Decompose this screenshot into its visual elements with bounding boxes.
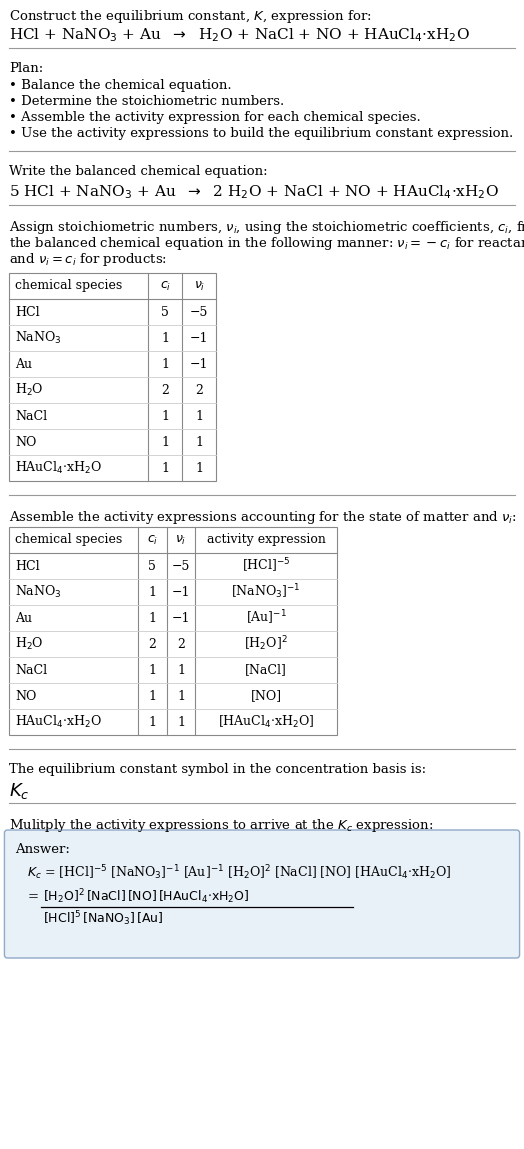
Text: H$_2$O: H$_2$O xyxy=(15,381,44,398)
Text: chemical species: chemical species xyxy=(15,279,123,293)
Text: the balanced chemical equation in the following manner: $\nu_i = -c_i$ for react: the balanced chemical equation in the fo… xyxy=(9,236,524,252)
Text: [HAuCl$_4$$\cdot$xH$_2$O]: [HAuCl$_4$$\cdot$xH$_2$O] xyxy=(218,714,314,730)
Text: −5: −5 xyxy=(172,560,190,572)
Text: 1: 1 xyxy=(161,435,169,448)
Text: 5: 5 xyxy=(148,560,156,572)
Text: −1: −1 xyxy=(172,586,190,599)
Text: Mulitply the activity expressions to arrive at the $K_c$ expression:: Mulitply the activity expressions to arr… xyxy=(9,817,434,834)
Text: 1: 1 xyxy=(161,357,169,370)
Text: [NaCl]: [NaCl] xyxy=(245,663,287,677)
Text: $\nu_i$: $\nu_i$ xyxy=(194,279,205,293)
Text: NaCl: NaCl xyxy=(15,663,48,677)
Text: HCl: HCl xyxy=(15,306,40,318)
Text: $c_i$: $c_i$ xyxy=(160,279,171,293)
Text: 5 HCl + NaNO$_3$ + Au  $\rightarrow$  2 H$_2$O + NaCl + NO + HAuCl$_4$$\cdot$xH$: 5 HCl + NaNO$_3$ + Au $\rightarrow$ 2 H$… xyxy=(9,183,499,201)
Text: • Assemble the activity expression for each chemical species.: • Assemble the activity expression for e… xyxy=(9,111,421,124)
Text: −1: −1 xyxy=(190,357,209,370)
Text: 1: 1 xyxy=(161,409,169,423)
Text: $\nu_i$: $\nu_i$ xyxy=(176,533,187,547)
Text: 1: 1 xyxy=(195,462,203,475)
Text: Assemble the activity expressions accounting for the state of matter and $\nu_i$: Assemble the activity expressions accoun… xyxy=(9,509,517,526)
Text: [H$_2$O]$^2$: [H$_2$O]$^2$ xyxy=(244,634,288,654)
Text: 1: 1 xyxy=(161,332,169,345)
Text: =: = xyxy=(27,890,38,903)
Text: HCl + NaNO$_3$ + Au  $\rightarrow$  H$_2$O + NaCl + NO + HAuCl$_4$$\cdot$xH$_2$O: HCl + NaNO$_3$ + Au $\rightarrow$ H$_2$O… xyxy=(9,26,470,44)
Text: 1: 1 xyxy=(195,409,203,423)
Text: 2: 2 xyxy=(161,384,169,396)
Text: −1: −1 xyxy=(190,332,209,345)
Text: $[\mathrm{H_2O}]^2\,[\mathrm{NaCl}]\,[\mathrm{NO}]\,[\mathrm{HAuCl_4{\cdot}xH_2O: $[\mathrm{H_2O}]^2\,[\mathrm{NaCl}]\,[\m… xyxy=(43,887,250,905)
Text: 2: 2 xyxy=(177,638,185,650)
Text: NaNO$_3$: NaNO$_3$ xyxy=(15,584,62,600)
Text: Assign stoichiometric numbers, $\nu_i$, using the stoichiometric coefficients, $: Assign stoichiometric numbers, $\nu_i$, … xyxy=(9,219,524,236)
Text: Write the balanced chemical equation:: Write the balanced chemical equation: xyxy=(9,165,268,178)
Text: activity expression: activity expression xyxy=(207,533,325,547)
Bar xyxy=(9,527,337,735)
Text: Au: Au xyxy=(15,611,32,625)
Text: H$_2$O: H$_2$O xyxy=(15,635,44,651)
Text: chemical species: chemical species xyxy=(15,533,123,547)
Text: 1: 1 xyxy=(161,462,169,475)
Text: Answer:: Answer: xyxy=(15,843,70,856)
Text: and $\nu_i = c_i$ for products:: and $\nu_i = c_i$ for products: xyxy=(9,250,168,268)
Text: [NO]: [NO] xyxy=(250,689,282,702)
Text: Au: Au xyxy=(15,357,32,370)
Text: 1: 1 xyxy=(148,663,156,677)
Text: 1: 1 xyxy=(148,689,156,702)
Text: 1: 1 xyxy=(177,689,185,702)
Text: Construct the equilibrium constant, $K$, expression for:: Construct the equilibrium constant, $K$,… xyxy=(9,8,372,25)
Text: • Determine the stoichiometric numbers.: • Determine the stoichiometric numbers. xyxy=(9,95,285,108)
Text: 1: 1 xyxy=(148,586,156,599)
Text: $K_c$: $K_c$ xyxy=(9,781,30,801)
Text: Plan:: Plan: xyxy=(9,62,43,75)
Text: $c_i$: $c_i$ xyxy=(147,533,158,547)
Text: $K_c$ = [HCl]$^{-5}$ [NaNO$_3$]$^{-1}$ [Au]$^{-1}$ [H$_2$O]$^2$ [NaCl] [NO] [HAu: $K_c$ = [HCl]$^{-5}$ [NaNO$_3$]$^{-1}$ [… xyxy=(27,863,452,881)
Bar xyxy=(9,273,216,481)
Text: The equilibrium constant symbol in the concentration basis is:: The equilibrium constant symbol in the c… xyxy=(9,763,427,776)
Text: HAuCl$_4$$\cdot$xH$_2$O: HAuCl$_4$$\cdot$xH$_2$O xyxy=(15,460,103,476)
Text: 2: 2 xyxy=(148,638,156,650)
Text: 5: 5 xyxy=(161,306,169,318)
Text: HCl: HCl xyxy=(15,560,40,572)
Text: $[\mathrm{HCl}]^5\,[\mathrm{NaNO_3}]\,[\mathrm{Au}]$: $[\mathrm{HCl}]^5\,[\mathrm{NaNO_3}]\,[\… xyxy=(43,909,164,927)
Text: 1: 1 xyxy=(148,611,156,625)
Text: [HCl]$^{-5}$: [HCl]$^{-5}$ xyxy=(242,557,290,576)
Text: 1: 1 xyxy=(148,716,156,728)
Text: • Balance the chemical equation.: • Balance the chemical equation. xyxy=(9,79,232,92)
Text: NO: NO xyxy=(15,689,37,702)
Text: • Use the activity expressions to build the equilibrium constant expression.: • Use the activity expressions to build … xyxy=(9,128,514,140)
Text: NaCl: NaCl xyxy=(15,409,48,423)
Text: 1: 1 xyxy=(195,435,203,448)
FancyBboxPatch shape xyxy=(4,830,520,958)
Text: 1: 1 xyxy=(177,716,185,728)
Text: [Au]$^{-1}$: [Au]$^{-1}$ xyxy=(246,609,287,627)
Text: 2: 2 xyxy=(195,384,203,396)
Text: −5: −5 xyxy=(190,306,209,318)
Text: [NaNO$_3$]$^{-1}$: [NaNO$_3$]$^{-1}$ xyxy=(232,583,301,601)
Text: −1: −1 xyxy=(172,611,190,625)
Text: HAuCl$_4$$\cdot$xH$_2$O: HAuCl$_4$$\cdot$xH$_2$O xyxy=(15,714,103,730)
Text: NaNO$_3$: NaNO$_3$ xyxy=(15,330,62,346)
Text: NO: NO xyxy=(15,435,37,448)
Text: 1: 1 xyxy=(177,663,185,677)
